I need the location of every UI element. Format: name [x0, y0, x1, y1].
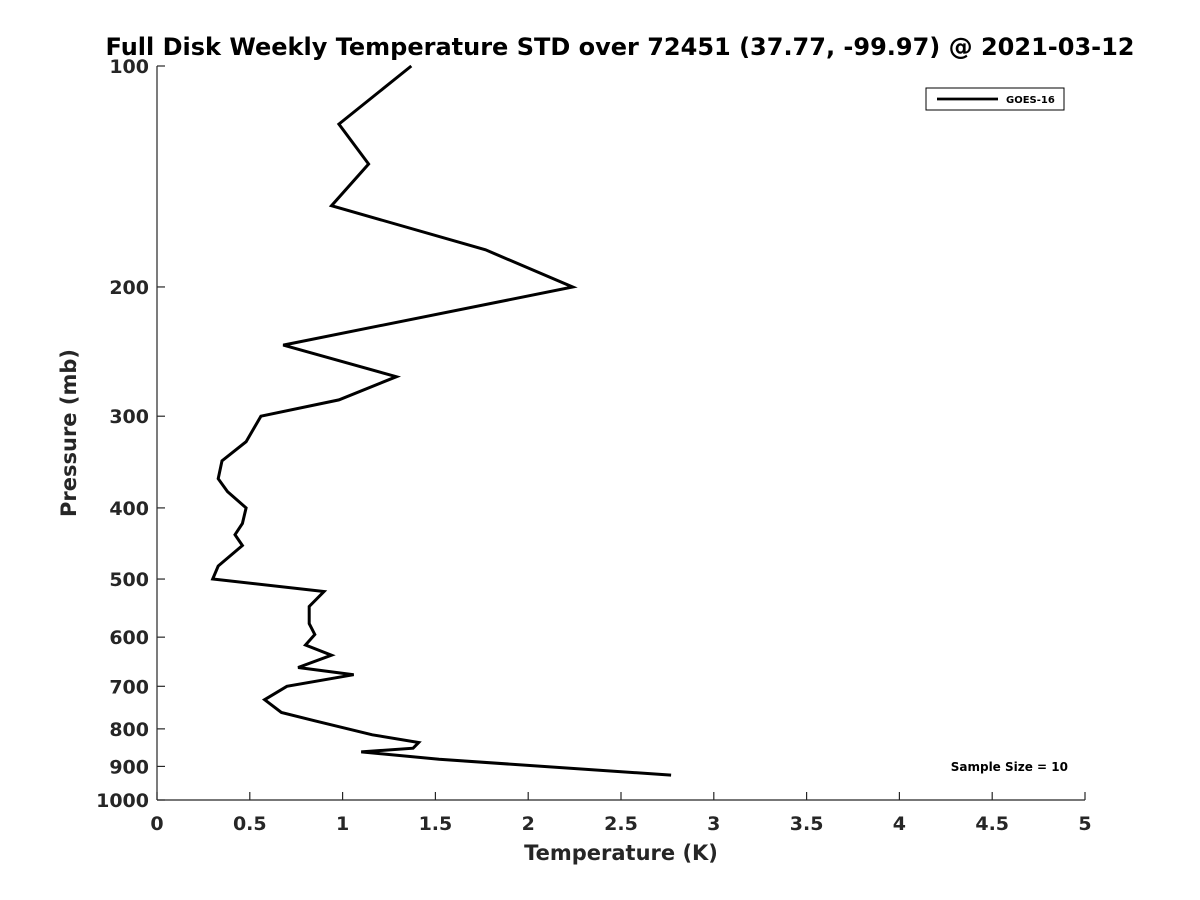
x-tick-label: 2: [522, 813, 535, 835]
x-tick-label: 0.5: [233, 813, 267, 835]
series-line-goes-16: [210, 64, 672, 777]
y-tick-label: 400: [109, 498, 149, 520]
y-tick-label: 1000: [96, 790, 149, 812]
y-axis-ticks: 100 200 300 400 500 600 700 800 900 1000: [96, 56, 165, 812]
chart-title: Full Disk Weekly Temperature STD over 72…: [106, 33, 1135, 61]
sample-size-annotation: Sample Size = 10: [951, 760, 1068, 774]
x-tick-label: 0: [150, 813, 163, 835]
y-tick-label: 200: [109, 277, 149, 299]
x-axis-label: Temperature (K): [524, 841, 718, 865]
y-tick-label: 300: [109, 406, 149, 428]
legend-label-goes-16: GOES-16: [1006, 95, 1055, 106]
y-tick-label: 500: [109, 569, 149, 591]
x-tick-label: 3: [707, 813, 720, 835]
y-axis-label: Pressure (mb): [57, 349, 81, 517]
x-tick-label: 4.5: [975, 813, 1009, 835]
legend: GOES-16: [925, 87, 1065, 111]
y-tick-label: 600: [109, 627, 149, 649]
x-tick-label: 1.5: [419, 813, 453, 835]
x-tick-label: 3.5: [790, 813, 824, 835]
y-tick-label: 700: [109, 676, 149, 698]
x-tick-label: 2.5: [604, 813, 638, 835]
y-tick-label: 100: [109, 56, 149, 78]
x-tick-label: 1: [336, 813, 349, 835]
x-axis-ticks: 0 0.5 1 1.5 2 2.5 3 3.5 4 4.5 5: [150, 792, 1092, 835]
x-tick-label: 4: [893, 813, 906, 835]
x-tick-label: 5: [1078, 813, 1091, 835]
y-tick-label: 800: [109, 719, 149, 741]
series-layer: [210, 64, 672, 777]
y-tick-label: 900: [109, 756, 149, 778]
